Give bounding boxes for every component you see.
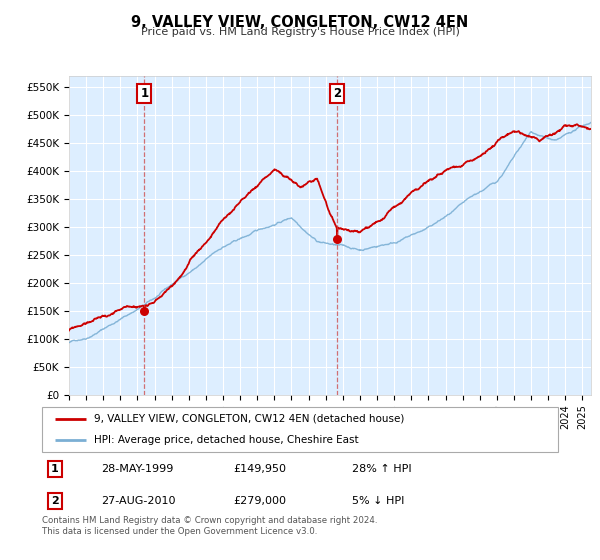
Text: 1: 1: [140, 87, 149, 100]
Text: 2: 2: [51, 496, 59, 506]
Text: £149,950: £149,950: [233, 464, 286, 474]
Text: 2: 2: [333, 87, 341, 100]
Text: HPI: Average price, detached house, Cheshire East: HPI: Average price, detached house, Ches…: [94, 435, 358, 445]
Text: 27-AUG-2010: 27-AUG-2010: [101, 496, 176, 506]
Text: Contains HM Land Registry data © Crown copyright and database right 2024.
This d: Contains HM Land Registry data © Crown c…: [42, 516, 377, 536]
Text: £279,000: £279,000: [233, 496, 286, 506]
FancyBboxPatch shape: [42, 407, 558, 452]
Text: 28% ↑ HPI: 28% ↑ HPI: [352, 464, 411, 474]
Text: 28-MAY-1999: 28-MAY-1999: [101, 464, 174, 474]
Text: 5% ↓ HPI: 5% ↓ HPI: [352, 496, 404, 506]
Text: Price paid vs. HM Land Registry's House Price Index (HPI): Price paid vs. HM Land Registry's House …: [140, 27, 460, 37]
Text: 9, VALLEY VIEW, CONGLETON, CW12 4EN (detached house): 9, VALLEY VIEW, CONGLETON, CW12 4EN (det…: [94, 414, 404, 424]
Text: 9, VALLEY VIEW, CONGLETON, CW12 4EN: 9, VALLEY VIEW, CONGLETON, CW12 4EN: [131, 15, 469, 30]
Text: 1: 1: [51, 464, 59, 474]
